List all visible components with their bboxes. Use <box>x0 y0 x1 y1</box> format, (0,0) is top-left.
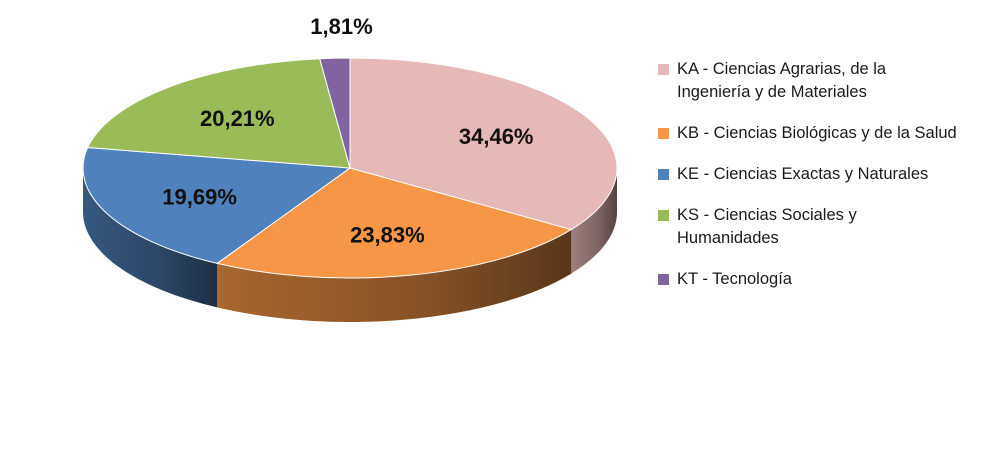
legend-label-kb: KB - Ciencias Biológicas y de la Salud <box>677 124 957 142</box>
slice-side-shade-kb <box>217 229 572 322</box>
slice-kb <box>215 167 573 279</box>
pie-3d-sides <box>83 168 617 322</box>
legend-item-ka: KA - Ciencias Agrarias, de la Ingeniería… <box>658 58 958 104</box>
data-label-ka: 34,46% <box>459 124 534 149</box>
data-label-kt: 1,81% <box>310 14 372 39</box>
slice-side-shade-ke <box>83 168 218 308</box>
legend-label-kt: KT - Tecnología <box>677 270 792 288</box>
data-label-ke: 19,69% <box>162 185 237 210</box>
legend-label-ke: KE - Ciencias Exactas y Naturales <box>677 165 929 183</box>
legend-item-ks: KS - Ciencias Sociales y Humanidades <box>658 204 958 250</box>
legend-item-kt: KT - Tecnología <box>658 268 958 291</box>
slice-ke <box>82 146 352 264</box>
pie-slices <box>82 57 618 279</box>
legend-swatch-kb <box>658 128 669 139</box>
slice-kt <box>319 57 351 169</box>
legend-swatch-ks <box>658 210 669 221</box>
slice-ks <box>86 58 351 169</box>
legend-item-ke: KE - Ciencias Exactas y Naturales <box>658 163 958 186</box>
legend-swatch-ka <box>658 64 669 75</box>
legend-swatch-ke <box>658 169 669 180</box>
slice-ka <box>349 57 618 231</box>
data-label-kb: 23,83% <box>350 222 425 247</box>
pie-data-labels: 34,46% 23,83% 19,69% 20,21% 1,81% <box>162 14 533 247</box>
slice-side-kb <box>217 229 572 322</box>
legend-item-kb: KB - Ciencias Biológicas y de la Salud <box>658 122 958 145</box>
legend: KA - Ciencias Agrarias, de la Ingeniería… <box>658 58 958 309</box>
legend-swatch-kt <box>658 274 669 285</box>
slice-side-shade-ka <box>571 168 617 274</box>
slice-side-ka <box>571 168 617 274</box>
data-label-ks: 20,21% <box>200 106 275 131</box>
slice-side-ke <box>83 168 218 308</box>
legend-label-ka: KA - Ciencias Agrarias, de la Ingeniería… <box>677 60 887 101</box>
legend-label-ks: KS - Ciencias Sociales y Humanidades <box>677 206 857 247</box>
